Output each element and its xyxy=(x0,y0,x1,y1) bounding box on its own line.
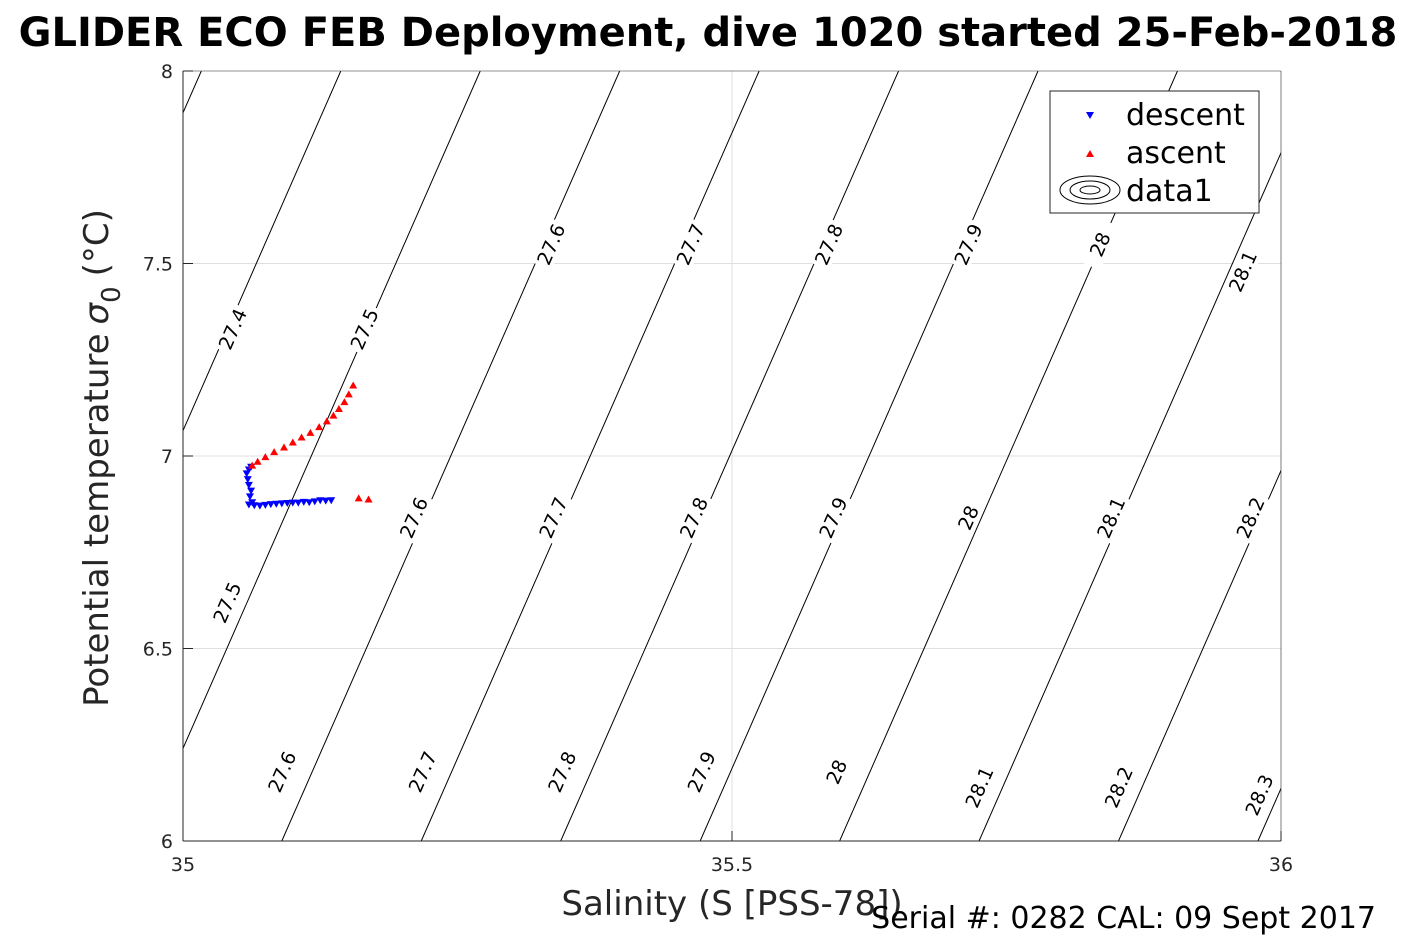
y-tick-label: 6 xyxy=(161,831,173,853)
isopycnal-line xyxy=(1257,787,1281,841)
isopycnal-line xyxy=(1118,469,1281,841)
ascent-marker xyxy=(354,494,363,502)
descent-marker xyxy=(327,497,336,505)
contour-label-bg xyxy=(948,491,988,544)
descent-marker xyxy=(321,497,330,505)
descent-marker xyxy=(283,499,292,507)
descent-marker xyxy=(277,500,286,508)
ascent-marker xyxy=(261,453,270,461)
contour-label-bg xyxy=(816,745,857,799)
contour-label-bg xyxy=(1080,217,1120,271)
descent-marker xyxy=(266,501,275,509)
descent-marker xyxy=(244,481,253,489)
ascent-marker xyxy=(329,411,338,419)
contour-label-bg xyxy=(212,302,253,356)
chart-title: GLIDER ECO FEB Deployment, dive 1020 sta… xyxy=(19,10,1398,56)
contour-label-bg xyxy=(531,217,571,271)
descent-marker xyxy=(255,502,264,510)
descent-marker xyxy=(245,493,254,501)
descent-marker xyxy=(310,498,319,506)
contour-label-bg xyxy=(393,491,434,544)
ascent-marker xyxy=(315,423,324,431)
y-axis-label-unit: (°C) xyxy=(77,209,117,276)
descent-marker xyxy=(247,487,256,495)
contour-label-bg xyxy=(533,491,573,544)
isopycnal-line xyxy=(560,71,900,841)
descent-marker xyxy=(243,476,252,484)
descent-marker xyxy=(288,499,297,507)
ascent-marker xyxy=(340,398,349,406)
y-axis-label-subscript: 0 xyxy=(97,286,127,303)
x-tick-label: 35.5 xyxy=(711,854,753,876)
x-tick-label: 36 xyxy=(1269,854,1293,876)
descent-marker xyxy=(272,500,281,508)
isopycnal-line xyxy=(978,151,1281,841)
descent-marker xyxy=(305,499,314,507)
contour-label-bg xyxy=(808,217,849,271)
ascent-marker xyxy=(349,381,358,389)
ascent-marker xyxy=(344,390,353,398)
ascent-marker xyxy=(280,443,289,451)
isopycnal-line xyxy=(281,71,621,841)
legend-data1-label: data1 xyxy=(1126,174,1213,209)
ascent-marker xyxy=(306,428,315,436)
legend: descent ascent data1 xyxy=(1049,90,1260,214)
ascent-marker xyxy=(297,433,306,441)
legend-ascent-marker xyxy=(1086,150,1094,157)
isopycnal-line xyxy=(699,71,1039,841)
x-axis-label: Salinity (S [PSS-78]) xyxy=(561,884,902,924)
contour-label-bg xyxy=(681,745,721,799)
ascent-marker xyxy=(288,438,297,446)
descent-marker xyxy=(299,498,308,506)
y-axis-label-symbol: σ xyxy=(77,301,117,324)
ascent-marker xyxy=(322,417,331,425)
ascent-series xyxy=(248,381,373,503)
y-axis-label: Potential temperature σ0 (°C) xyxy=(77,209,127,707)
ascent-marker xyxy=(334,405,343,413)
isopycnal-line xyxy=(183,71,342,432)
y-tick-label: 6.5 xyxy=(143,639,173,661)
contour-label-bg xyxy=(207,575,247,629)
contour-label-bg xyxy=(948,217,988,271)
contour-label-bg xyxy=(542,745,582,799)
contour-label-bg xyxy=(1230,491,1270,544)
ascent-marker xyxy=(270,448,279,456)
contour-label-bg xyxy=(262,745,302,799)
x-tick-label: 35 xyxy=(171,854,195,876)
contour-label-bg xyxy=(1091,491,1131,544)
contour-label-bg xyxy=(402,745,443,799)
y-tick-label: 7.5 xyxy=(143,254,173,276)
ascent-marker xyxy=(364,495,373,503)
ticks: 35 35.5 36 6 6.5 7 7.5 8 xyxy=(143,61,1293,876)
isopycnal-line xyxy=(420,71,760,841)
contour-label-bg xyxy=(1239,768,1279,822)
legend-contour-icon xyxy=(1059,175,1121,205)
legend-ascent-label: ascent xyxy=(1126,136,1226,171)
descent-marker xyxy=(294,499,303,507)
ascent-marker xyxy=(253,457,262,465)
descent-marker xyxy=(248,499,257,507)
contour-label-bg xyxy=(1098,760,1139,814)
contour-label-bg xyxy=(959,760,999,814)
serial-calibration-note: Serial #: 0282 CAL: 09 Sept 2017 xyxy=(871,901,1376,936)
y-axis-label-text: Potential temperature xyxy=(77,333,117,706)
y-tick-label: 8 xyxy=(161,61,173,83)
legend-box xyxy=(1049,90,1260,214)
contour-label-bg xyxy=(813,491,853,544)
contour-label-bg xyxy=(670,217,710,271)
legend-descent-marker xyxy=(1086,112,1094,119)
legend-descent-label: descent xyxy=(1126,98,1245,133)
contour-label-bg xyxy=(344,302,384,356)
y-tick-label: 7 xyxy=(161,446,173,468)
contour-label-bg xyxy=(1222,244,1263,298)
contour-label-bg xyxy=(673,491,714,544)
isopycnal-line xyxy=(183,71,481,750)
ascent-marker xyxy=(248,461,257,469)
descent-marker xyxy=(261,501,270,509)
